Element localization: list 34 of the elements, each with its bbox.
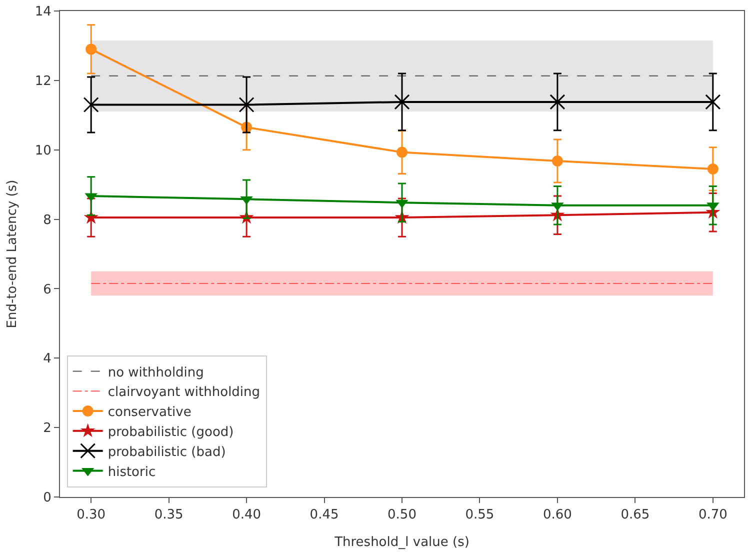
- legend-label: probabilistic (bad): [108, 444, 226, 460]
- point: [394, 94, 410, 110]
- y-tick-label: 0: [43, 490, 52, 506]
- point: [550, 94, 566, 110]
- point: [86, 44, 97, 55]
- y-tick-label: 8: [43, 212, 52, 228]
- x-tick-label: 0.40: [232, 508, 262, 523]
- x-tick-label: 0.50: [388, 508, 416, 523]
- x-tick-label: 0.60: [542, 508, 572, 523]
- point: [707, 163, 718, 174]
- y-tick-label: 4: [43, 352, 52, 367]
- y-tick-label: 6: [43, 282, 52, 298]
- point: [83, 96, 99, 112]
- point: [705, 94, 721, 110]
- x-tick-label: 0.45: [310, 508, 339, 523]
- point: [396, 146, 408, 158]
- legend-label: no withholding: [108, 365, 204, 380]
- x-tick-label: 0.35: [154, 508, 184, 523]
- legend-label: conservative: [108, 405, 192, 420]
- legend-label: historic: [108, 464, 156, 480]
- point: [238, 96, 254, 112]
- y-tick-label: 12: [34, 74, 52, 89]
- x-tick-label: 0.65: [620, 508, 650, 523]
- y-tick-label: 2: [43, 421, 52, 436]
- legend-label: clairvoyant withholding: [108, 385, 260, 400]
- x-tick-label: 0.55: [465, 508, 494, 523]
- x-axis-title: Threshold_l value (s): [334, 535, 470, 550]
- y-axis-title: End-to-end Latency (s): [4, 180, 20, 328]
- x-tick-label: 0.30: [76, 508, 106, 523]
- y-tick-label: 10: [34, 143, 52, 158]
- point: [552, 155, 563, 166]
- x-tick-label: 0.70: [698, 508, 728, 523]
- legend-label: probabilistic (good): [108, 425, 234, 440]
- y-tick-label: 14: [34, 4, 52, 20]
